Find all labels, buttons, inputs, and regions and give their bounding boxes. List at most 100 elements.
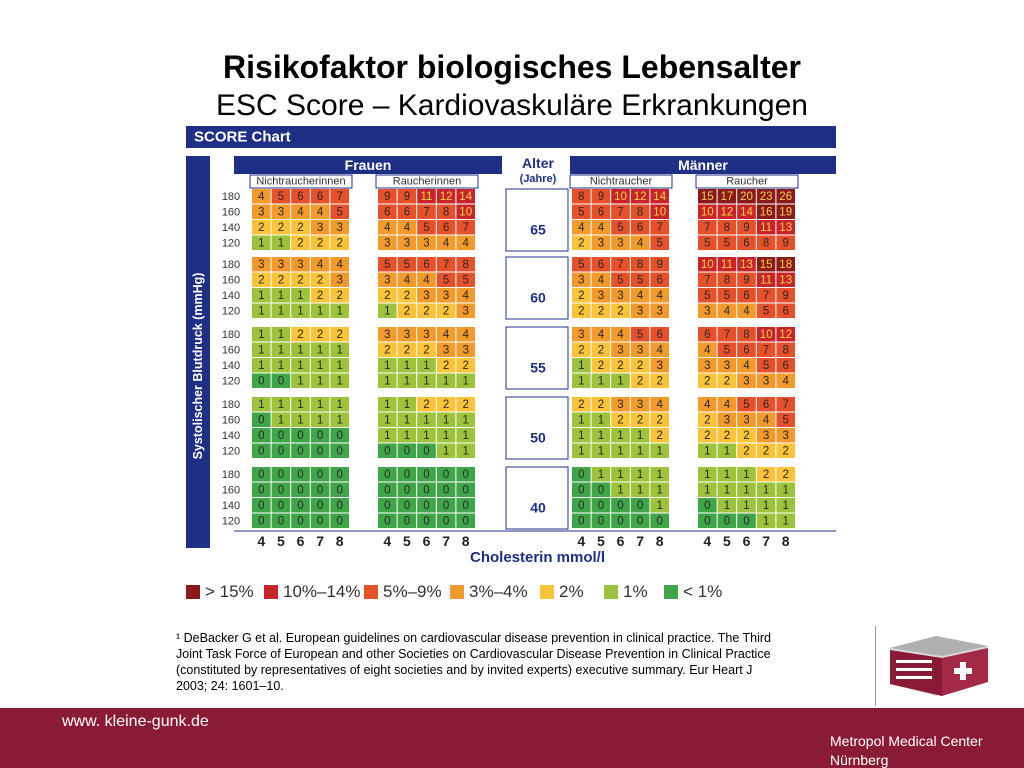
cholesterol-tick: 4 [383,533,391,549]
legend-swatch [186,585,200,599]
risk-value: 1 [578,375,584,387]
risk-cell [756,397,776,412]
risk-cell [717,482,737,497]
risk-value: 0 [278,375,284,387]
risk-value: 1 [317,399,323,411]
risk-value: 4 [462,237,469,249]
risk-cell [591,467,611,482]
risk-value: 4 [743,305,750,317]
risk-value: 10 [701,259,714,271]
risk-value: 2 [743,445,749,457]
risk-cell [611,257,630,272]
risk-value: 1 [598,445,604,457]
risk-value: 7 [617,259,623,271]
risk-value: 4 [724,399,731,411]
risk-cell [756,428,776,443]
risk-cell [650,327,669,342]
bp-label: 160 [222,274,240,286]
risk-cell [572,303,591,318]
risk-cell [630,272,650,287]
footer-org-city: Nürnberg [830,752,889,768]
bp-label: 140 [222,430,240,442]
risk-cell [776,220,795,235]
risk-value: 4 [598,274,605,286]
risk-value: 2 [743,430,749,442]
risk-value: 0 [404,469,410,481]
risk-value: 1 [724,500,730,512]
risk-cell [271,358,291,373]
risk-value: 1 [297,290,303,302]
risk-value: 6 [743,290,749,302]
cholesterol-tick: 4 [703,533,711,549]
risk-cell [630,467,650,482]
cholesterol-tick: 4 [577,533,585,549]
risk-value: 5 [724,237,730,249]
risk-value: 4 [578,222,585,234]
risk-value: 11 [760,222,772,234]
risk-cell [630,498,650,513]
risk-cell [630,513,650,528]
risk-cell [436,220,456,235]
risk-cell [252,272,271,287]
risk-cell [698,428,717,443]
cholesterol-tick: 5 [277,533,285,549]
risk-cell [436,513,456,528]
legend-label: < 1% [683,582,723,601]
subheader-men-nonsmoker: Nichtraucher [590,176,653,188]
risk-cell [630,358,650,373]
risk-value: 4 [637,290,644,302]
risk-cell [737,220,756,235]
risk-cell [291,428,310,443]
risk-cell [611,272,630,287]
risk-value: 1 [724,469,730,481]
risk-cell [717,189,737,204]
risk-value: 3 [297,259,303,271]
risk-cell [737,342,756,357]
risk-cell [417,327,436,342]
slide-title: Risikofaktor biologisches Lebensalter [223,49,801,85]
risk-value: 2 [578,399,584,411]
risk-value: 7 [462,222,468,234]
risk-cell [397,443,417,458]
bp-label: 160 [222,344,240,356]
risk-cell [650,288,669,303]
risk-value: 0 [404,515,410,527]
risk-value: 1 [617,445,623,457]
risk-value: 13 [779,274,792,286]
risk-cell [698,513,717,528]
risk-cell [717,342,737,357]
header-age: Alter [522,155,554,171]
risk-cell [330,257,349,272]
risk-value: 0 [423,500,429,512]
risk-cell [436,235,456,250]
risk-cell [252,482,271,497]
risk-value: 2 [278,222,284,234]
risk-value: 0 [336,430,342,442]
risk-cell [698,189,717,204]
risk-value: 1 [297,375,303,387]
risk-value: 5 [336,206,342,218]
risk-value: 2 [317,290,323,302]
risk-value: 0 [258,375,264,387]
risk-value: 0 [317,515,323,527]
risk-cell [310,358,330,373]
risk-value: 13 [740,259,753,271]
risk-cell [611,235,630,250]
risk-value: 6 [297,191,303,203]
risk-cell [650,303,669,318]
risk-value: 1 [637,484,643,496]
risk-cell [378,482,397,497]
risk-value: 11 [421,191,433,203]
risk-cell [650,467,669,482]
risk-cell [291,204,310,219]
risk-cell [378,204,397,219]
risk-cell [271,257,291,272]
risk-cell [378,513,397,528]
footer-url[interactable]: www. kleine-gunk.de [62,713,209,730]
risk-cell [698,220,717,235]
risk-value: 1 [258,399,264,411]
risk-value: 1 [297,344,303,356]
risk-cell [456,358,475,373]
risk-value: 3 [637,399,643,411]
risk-cell [252,257,271,272]
